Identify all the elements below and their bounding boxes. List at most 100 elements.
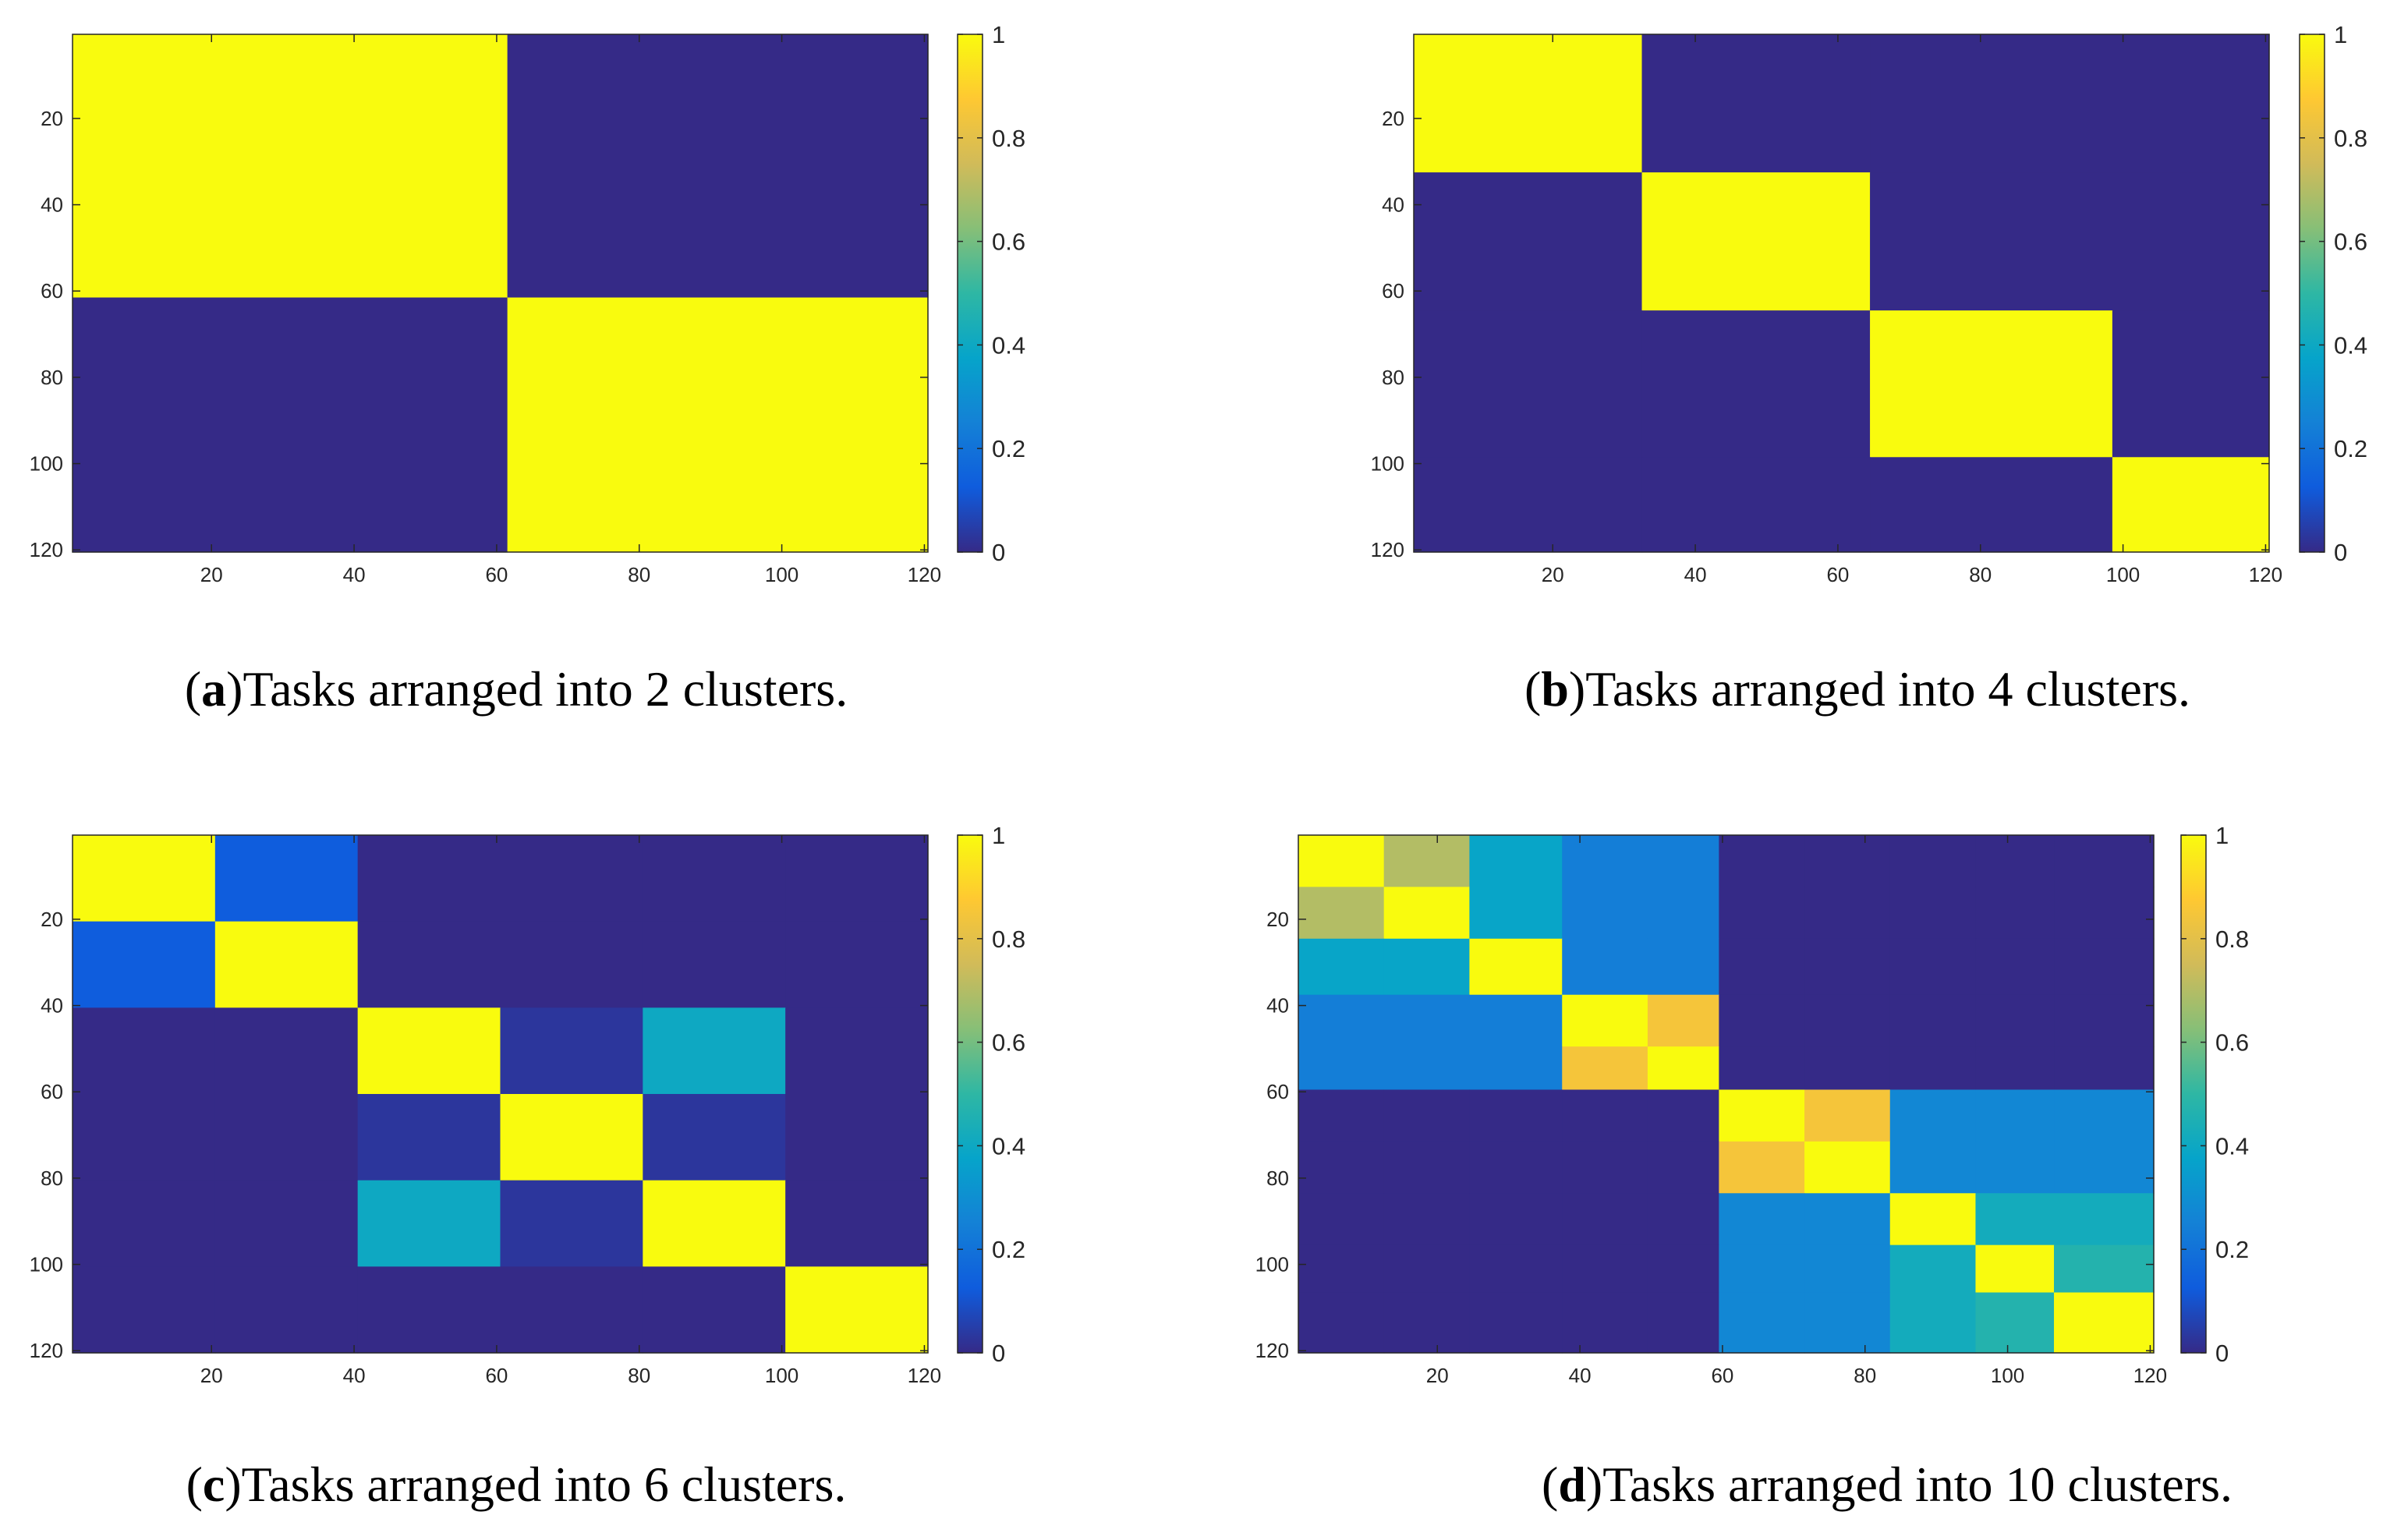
colorbar-tick-label: 1: [992, 21, 1005, 48]
panel-label: d: [1558, 1457, 1586, 1512]
heatmap-cells: [73, 835, 929, 1354]
heatmap-cell-3-7: [1889, 994, 1977, 1047]
colorbar-tick-label: 0: [992, 539, 1005, 566]
heatmap-cell-3-4: [1647, 994, 1719, 1047]
heatmap-cell-1-1: [1641, 172, 1871, 311]
heatmap-cell-4-7: [1889, 1046, 1977, 1091]
heatmap-cell-5-1: [214, 1266, 359, 1354]
colorbar-tick-label: 0.4: [2215, 1132, 2249, 1159]
heatmap-cell-5-3: [500, 1266, 643, 1354]
x-tick-label: 100: [765, 563, 798, 586]
heatmap-cells: [73, 34, 929, 553]
colorbar-tick-label: 0.2: [992, 1236, 1025, 1263]
heatmap-cell-2-8: [1975, 938, 2055, 996]
heatmap-cell-6-0: [1298, 1141, 1385, 1194]
heatmap-cell-2-0: [73, 1007, 216, 1095]
x-tick-label: 20: [200, 1364, 223, 1387]
colorbar-frame: [957, 834, 983, 1354]
heatmap-cell-9-8: [1975, 1292, 2055, 1354]
colorbar-tick-label: 0.6: [992, 228, 1025, 256]
heatmap-cell-1-3: [2112, 172, 2270, 311]
heatmap-cell-1-0: [73, 297, 508, 553]
y-tick-label: 60: [41, 1080, 63, 1103]
heatmap-cell-3-4: [643, 1094, 786, 1181]
heatmap-cell-2-2: [357, 1007, 501, 1095]
heatmap-cell-2-1: [1641, 310, 1871, 458]
heatmap-cell-7-8: [1975, 1193, 2055, 1246]
heatmap-cell-1-1: [214, 921, 359, 1008]
colorbar-tick-label: 0.6: [2215, 1029, 2249, 1057]
heatmap-cell-8-3: [1562, 1244, 1648, 1294]
y-tick-label: 120: [30, 1339, 63, 1362]
heatmap-cell-6-5: [1719, 1141, 1805, 1194]
heatmap-cell-3-1: [1383, 994, 1470, 1047]
heatmap-cell-6-7: [1889, 1141, 1977, 1194]
heatmap-cell-3-2: [357, 1094, 501, 1181]
panel-label: b: [1541, 661, 1569, 717]
heatmap-cell-0-5: [785, 835, 929, 922]
heatmap-cell-0-9: [2054, 835, 2155, 887]
heatmap-cell-2-1: [1383, 938, 1470, 996]
x-tick-label: 120: [908, 563, 941, 586]
y-tick-label: 20: [41, 908, 63, 931]
colorbar-gradient: [958, 34, 983, 552]
colorbar-tick-label: 0: [2215, 1340, 2229, 1367]
heatmap-cell-2-0: [1298, 938, 1385, 996]
heatmap-cell-2-0: [1414, 310, 1643, 458]
colorbar-tick-label: 0.4: [992, 1132, 1025, 1159]
heatmap-cell-4-0: [73, 1180, 216, 1267]
heatmap-cell-9-2: [1469, 1292, 1563, 1354]
heatmap-cell-7-2: [1469, 1193, 1563, 1246]
heatmap-cell-0-1: [507, 34, 929, 299]
heatmap-cell-1-1: [507, 297, 929, 553]
y-tick-label: 40: [41, 193, 63, 217]
heatmap-cell-1-6: [1804, 887, 1891, 940]
heatmap-cell-2-5: [785, 1007, 929, 1095]
heatmap-cell-0-3: [500, 835, 643, 922]
x-tick-label: 60: [1826, 563, 1849, 586]
heatmap-cell-0-1: [1641, 34, 1871, 173]
heatmap-cell-3-0: [1298, 994, 1385, 1047]
heatmap-cell-1-5: [785, 921, 929, 1008]
heatmap-cell-2-6: [1804, 938, 1891, 996]
heatmap-cell-5-1: [1383, 1089, 1470, 1142]
colorbar-tick-label: 0.4: [992, 331, 1025, 359]
colorbar-tick-label: 0.8: [992, 125, 1025, 152]
colorbar-tick-label: 0.6: [992, 1029, 1025, 1057]
colorbar: 0 0.2 0.4 0.6 0.8 1: [2299, 21, 2367, 566]
heatmap-cell-3-0: [1414, 457, 1643, 553]
x-tick-label: 40: [1569, 1364, 1592, 1387]
heatmap-panel-b: 20 40 60 80 100 120 20 40 60 80 100 120 0 0.2 0.4 0.6 0.…: [1371, 21, 2368, 717]
axes-frame: [1413, 34, 2270, 553]
colorbar-tick-label: 0.2: [992, 435, 1025, 462]
heatmap-cell-8-6: [1804, 1244, 1891, 1294]
heatmap-cell-9-6: [1804, 1292, 1891, 1354]
heatmap-cell-9-4: [1647, 1292, 1719, 1354]
heatmap-cell-6-9: [2054, 1141, 2155, 1194]
x-tick-label: 20: [1542, 563, 1564, 586]
heatmap-cell-2-7: [1889, 938, 1977, 996]
heatmap-cell-6-3: [1562, 1141, 1648, 1194]
heatmap-cell-8-9: [2054, 1244, 2155, 1294]
heatmap-cell-3-1: [214, 1094, 359, 1181]
panel-caption: (a)Tasks arranged into 2 clusters.: [185, 661, 848, 717]
heatmap-cell-7-0: [1298, 1193, 1385, 1246]
heatmap-cell-4-1: [214, 1180, 359, 1267]
colorbar-tick-label: 0.6: [2334, 228, 2367, 256]
y-tick-label: 20: [41, 107, 63, 130]
colorbar-tick-label: 0.8: [992, 926, 1025, 953]
y-tick-label: 120: [1255, 1339, 1289, 1362]
caption-text: Tasks arranged into 6 clusters.: [242, 1457, 847, 1512]
heatmap-cell-5-4: [643, 1266, 786, 1354]
heatmap-cell-0-4: [643, 835, 786, 922]
heatmap-cell-1-2: [1469, 887, 1563, 940]
heatmap-cell-3-5: [785, 1094, 929, 1181]
x-tick-label: 120: [2249, 563, 2282, 586]
colorbar-tick-label: 0: [992, 1340, 1005, 1367]
heatmap-cell-0-8: [1975, 835, 2055, 887]
heatmap-cell-0-0: [1414, 34, 1643, 173]
y-tick-label: 60: [41, 279, 63, 303]
panel-caption: (b)Tasks arranged into 4 clusters.: [1524, 661, 2190, 717]
heatmap-cell-1-2: [357, 921, 501, 1008]
